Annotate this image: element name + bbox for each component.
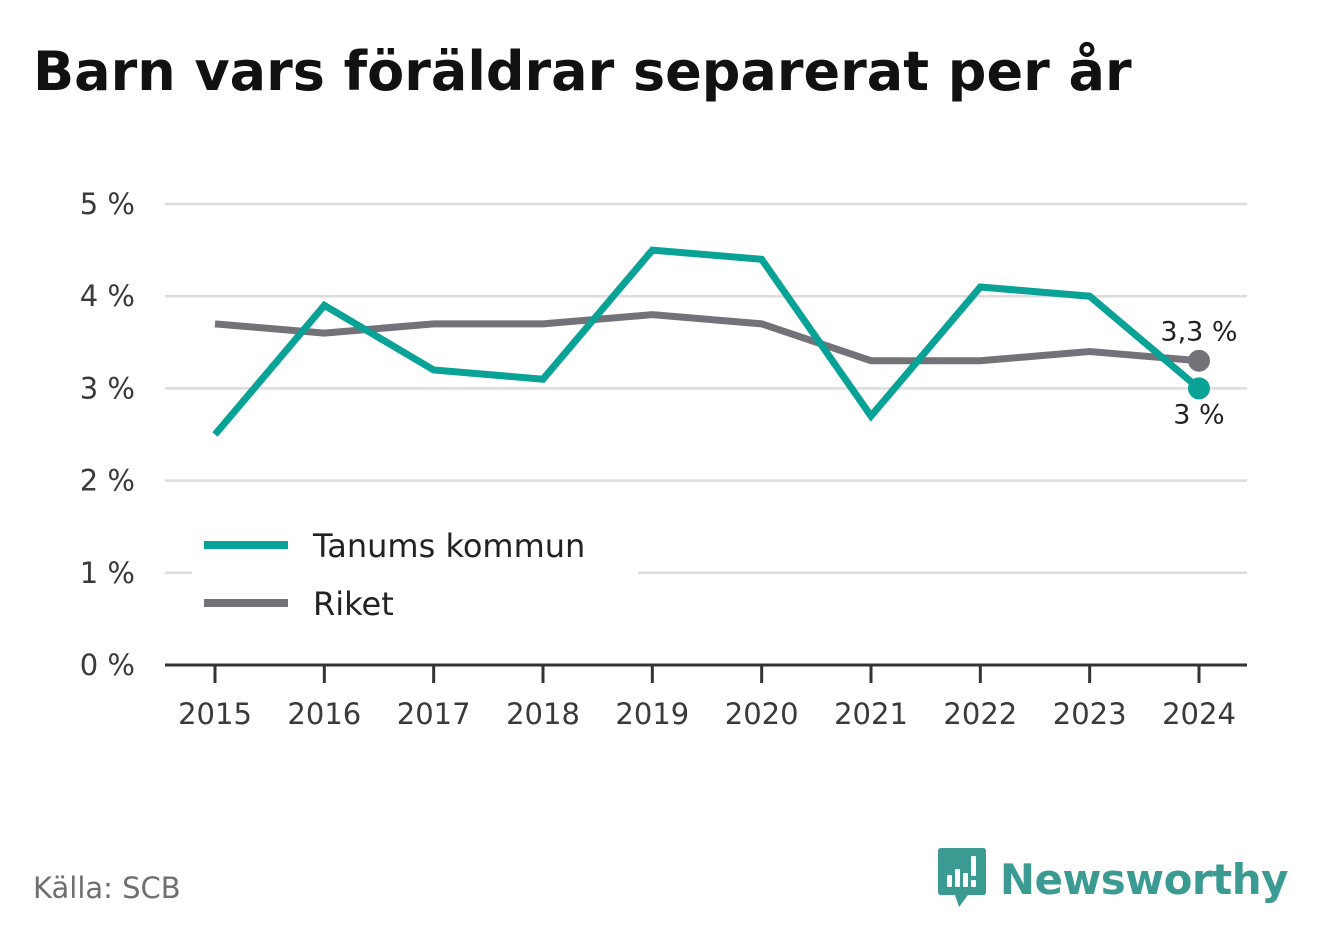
x-tick-label: 2018 bbox=[506, 697, 580, 731]
y-tick-label: 2 % bbox=[80, 464, 135, 498]
legend-label: Tanums kommun bbox=[312, 527, 585, 565]
x-tick-label: 2016 bbox=[287, 697, 361, 731]
x-tick-label: 2015 bbox=[178, 697, 252, 731]
y-tick-label: 1 % bbox=[80, 556, 135, 590]
legend-label: Riket bbox=[313, 585, 394, 623]
y-axis-ticks: 0 % 1 % 2 % 3 % 4 % 5 % bbox=[80, 187, 135, 682]
x-tick-label: 2017 bbox=[397, 697, 471, 731]
newsworthy-logo-icon bbox=[937, 848, 986, 907]
y-tick-label: 4 % bbox=[80, 279, 135, 313]
x-tick-label: 2024 bbox=[1162, 697, 1236, 731]
series-end-point bbox=[1188, 377, 1210, 400]
x-tick-label: 2019 bbox=[615, 697, 689, 731]
x-tick-label: 2022 bbox=[943, 697, 1017, 731]
source-note: Källa: SCB bbox=[33, 871, 181, 905]
x-tick-label: 2020 bbox=[725, 697, 799, 731]
y-tick-label: 5 % bbox=[80, 187, 135, 221]
x-tick-label: 2023 bbox=[1053, 697, 1127, 731]
series-end-label: 3,3 % bbox=[1160, 317, 1237, 348]
brand-logo[interactable]: Newsworthy bbox=[937, 848, 1289, 910]
series-end-point bbox=[1188, 349, 1210, 372]
y-tick-label: 0 % bbox=[80, 648, 135, 682]
series-lines bbox=[212, 246, 1202, 437]
brand-name: Newsworthy bbox=[999, 854, 1289, 904]
series-end-label: 3 % bbox=[1173, 399, 1224, 430]
legend: Tanums kommun Riket bbox=[192, 515, 638, 623]
chart-title: Barn vars föräldrar separerat per år bbox=[33, 40, 1132, 103]
x-tick-label: 2021 bbox=[834, 697, 908, 731]
end-labels: 3 % 3,3 % bbox=[1160, 317, 1237, 431]
x-axis: 2015 2016 2017 2018 2019 2020 2021 2022 2023 2024 bbox=[165, 663, 1247, 731]
series-line-0 bbox=[212, 246, 1202, 437]
series-line-1 bbox=[214, 311, 1200, 365]
y-tick-label: 3 % bbox=[80, 371, 135, 405]
